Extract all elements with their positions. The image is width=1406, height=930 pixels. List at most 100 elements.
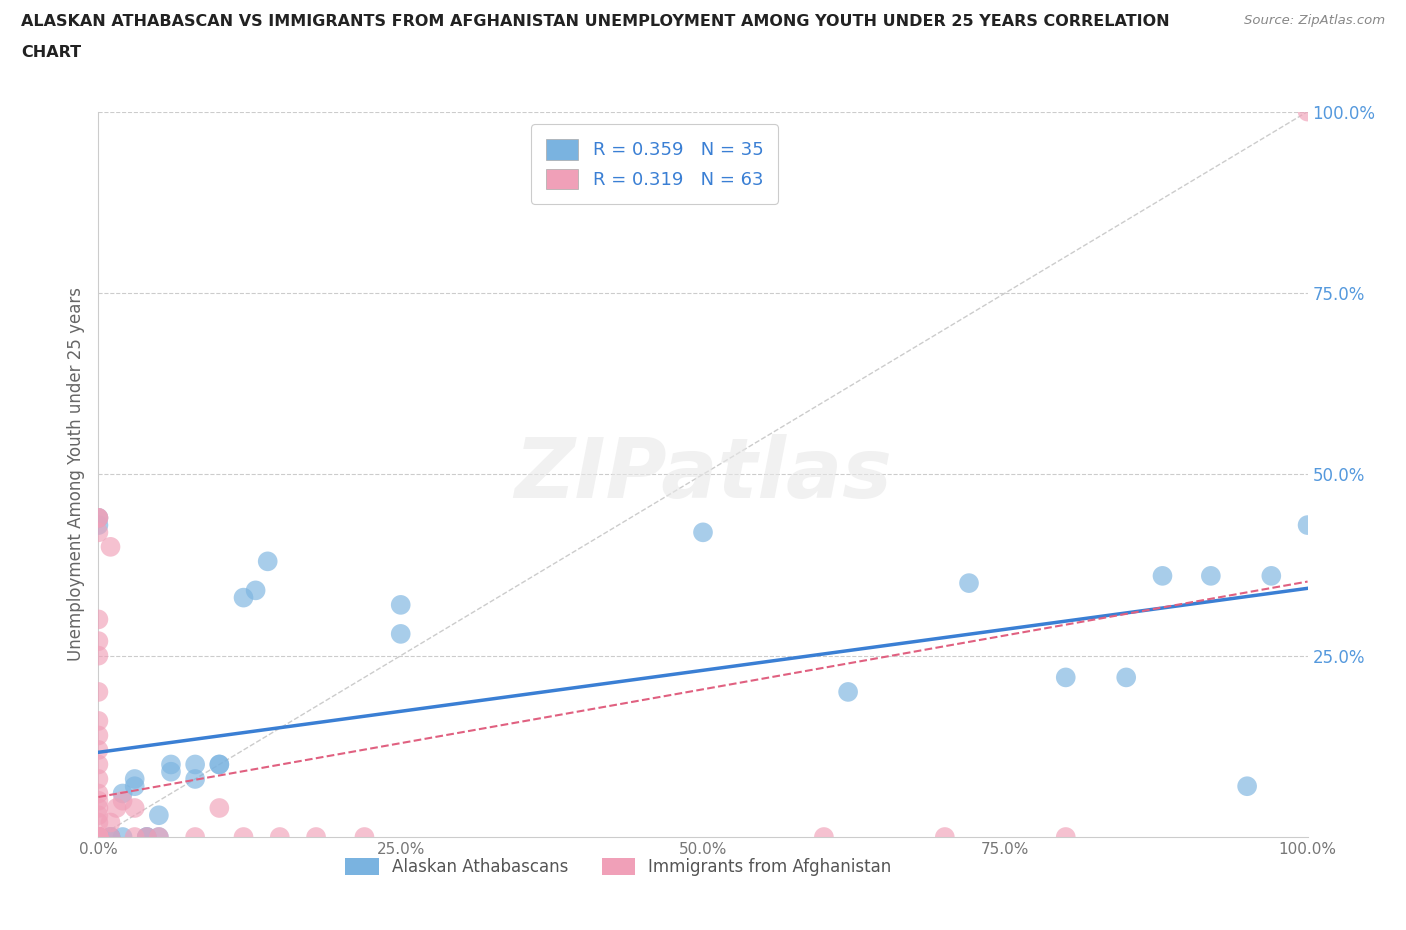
Point	[105, 801, 128, 816]
Point	[87, 830, 110, 844]
Point	[389, 597, 412, 612]
Point	[87, 830, 110, 844]
Point	[208, 757, 231, 772]
Point	[353, 830, 375, 844]
Point	[100, 815, 122, 830]
Point	[87, 793, 110, 808]
Point	[87, 511, 110, 525]
Point	[87, 830, 110, 844]
Point	[87, 830, 110, 844]
Point	[87, 830, 110, 844]
Point	[87, 830, 110, 844]
Point	[232, 830, 254, 844]
Point	[87, 633, 110, 648]
Point	[1199, 568, 1222, 583]
Point	[87, 808, 110, 823]
Point	[87, 525, 110, 539]
Point	[135, 830, 157, 844]
Point	[87, 830, 110, 844]
Point	[111, 793, 134, 808]
Point	[87, 728, 110, 743]
Point	[87, 830, 110, 844]
Point	[1260, 568, 1282, 583]
Point	[184, 772, 207, 787]
Point	[87, 648, 110, 663]
Point	[87, 830, 110, 844]
Point	[87, 684, 110, 699]
Point	[87, 830, 110, 844]
Point	[87, 830, 110, 844]
Point	[160, 764, 183, 779]
Point	[111, 830, 134, 844]
Point	[184, 830, 207, 844]
Point	[87, 830, 110, 844]
Point	[87, 772, 110, 787]
Point	[124, 830, 146, 844]
Point	[87, 713, 110, 728]
Point	[1296, 518, 1319, 533]
Point	[87, 830, 110, 844]
Point	[245, 583, 267, 598]
Point	[389, 627, 412, 642]
Point	[87, 518, 110, 533]
Point	[87, 830, 110, 844]
Point	[87, 815, 110, 830]
Point	[135, 830, 157, 844]
Point	[135, 830, 157, 844]
Point	[87, 757, 110, 772]
Point	[87, 830, 110, 844]
Point	[87, 830, 110, 844]
Point	[87, 830, 110, 844]
Point	[1115, 670, 1137, 684]
Point	[124, 778, 146, 793]
Point	[124, 801, 146, 816]
Point	[87, 830, 110, 844]
Point	[87, 830, 110, 844]
Point	[208, 757, 231, 772]
Point	[87, 830, 110, 844]
Point	[1296, 104, 1319, 119]
Point	[1236, 778, 1258, 793]
Point	[256, 554, 278, 569]
Point	[148, 808, 170, 823]
Point	[148, 830, 170, 844]
Point	[100, 830, 122, 844]
Point	[87, 801, 110, 816]
Point	[87, 786, 110, 801]
Point	[148, 830, 170, 844]
Point	[957, 576, 980, 591]
Text: Source: ZipAtlas.com: Source: ZipAtlas.com	[1244, 14, 1385, 27]
Point	[837, 684, 859, 699]
Legend: Alaskan Athabascans, Immigrants from Afghanistan: Alaskan Athabascans, Immigrants from Afg…	[339, 852, 898, 883]
Point	[87, 830, 110, 844]
Point	[305, 830, 328, 844]
Point	[87, 511, 110, 525]
Point	[87, 830, 110, 844]
Point	[87, 830, 110, 844]
Point	[934, 830, 956, 844]
Point	[124, 772, 146, 787]
Point	[1152, 568, 1174, 583]
Point	[1054, 830, 1077, 844]
Point	[1054, 670, 1077, 684]
Point	[269, 830, 291, 844]
Point	[87, 830, 110, 844]
Point	[160, 757, 183, 772]
Y-axis label: Unemployment Among Youth under 25 years: Unemployment Among Youth under 25 years	[66, 287, 84, 661]
Text: ZIPatlas: ZIPatlas	[515, 433, 891, 515]
Point	[100, 539, 122, 554]
Text: CHART: CHART	[21, 45, 82, 60]
Point	[87, 830, 110, 844]
Point	[100, 830, 122, 844]
Point	[87, 830, 110, 844]
Point	[87, 830, 110, 844]
Point	[87, 830, 110, 844]
Point	[87, 511, 110, 525]
Point	[87, 742, 110, 757]
Point	[87, 612, 110, 627]
Point	[111, 786, 134, 801]
Point	[208, 801, 231, 816]
Point	[100, 830, 122, 844]
Point	[813, 830, 835, 844]
Point	[87, 830, 110, 844]
